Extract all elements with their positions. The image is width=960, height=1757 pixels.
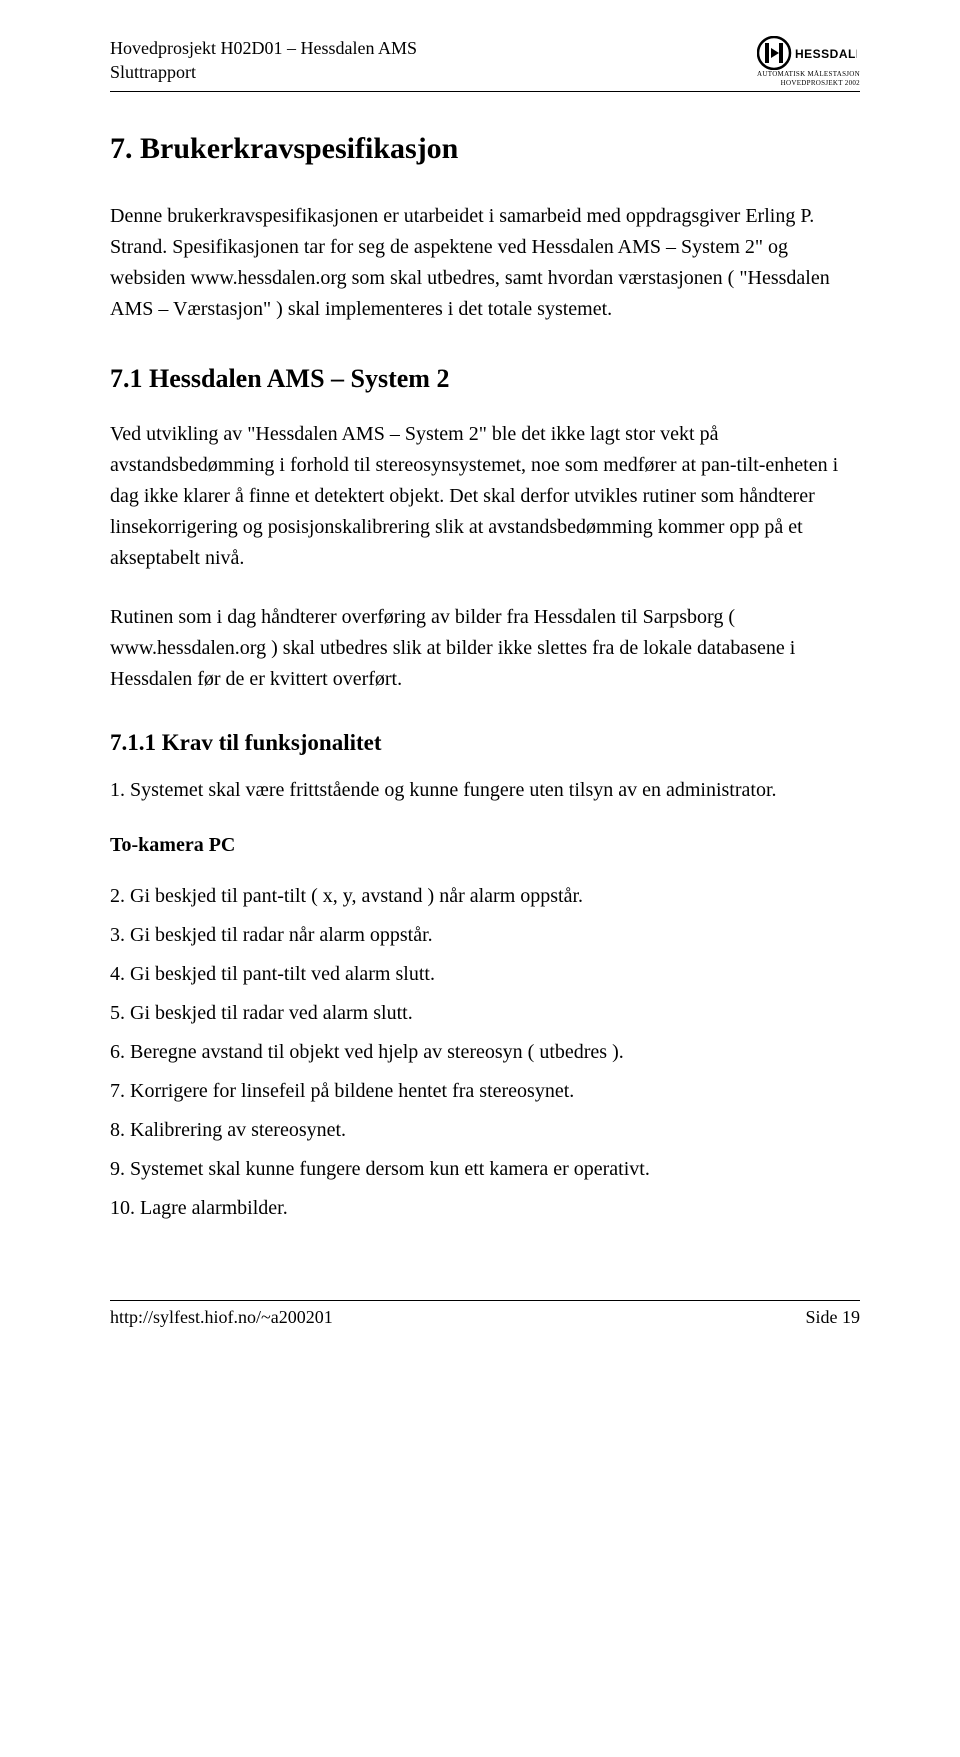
requirements-list-1: 1. Systemet skal være frittstående og ku… bbox=[110, 775, 860, 806]
logo-subtitle-1: AUTOMATISK MÅLESTASJON bbox=[757, 71, 860, 79]
heading-chapter: 7. Brukerkravspesifikasjon bbox=[110, 126, 860, 173]
header-text: Hovedprosjekt H02D01 – Hessdalen AMS Slu… bbox=[110, 36, 417, 85]
page-header: Hovedprosjekt H02D01 – Hessdalen AMS Slu… bbox=[110, 36, 860, 92]
paragraph-7-1-a: Ved utvikling av "Hessdalen AMS – System… bbox=[110, 419, 860, 574]
list-item: 1. Systemet skal være frittstående og ku… bbox=[110, 775, 860, 806]
hessdalen-logo-icon: HESSDALEN bbox=[757, 36, 857, 70]
paragraph-7-1-b: Rutinen som i dag håndterer overføring a… bbox=[110, 602, 860, 695]
requirements-list-2: 2. Gi beskjed til pant-tilt ( x, y, avst… bbox=[110, 881, 860, 1224]
list-item: 6. Beregne avstand til objekt ved hjelp … bbox=[110, 1037, 860, 1068]
intro-paragraph: Denne brukerkravspesifikasjonen er utarb… bbox=[110, 201, 860, 325]
list-item: 5. Gi beskjed til radar ved alarm slutt. bbox=[110, 998, 860, 1029]
page-footer: http://sylfest.hiof.no/~a200201 Side 19 bbox=[110, 1300, 860, 1332]
list-item: 7. Korrigere for linsefeil på bildene he… bbox=[110, 1076, 860, 1107]
logo-subtitle-2: HOVEDPROSJEKT 2002 bbox=[757, 80, 860, 88]
report-subtitle: Sluttrapport bbox=[110, 60, 417, 84]
section-label-to-kamera: To-kamera PC bbox=[110, 830, 860, 861]
project-line: Hovedprosjekt H02D01 – Hessdalen AMS bbox=[110, 36, 417, 60]
list-item: 4. Gi beskjed til pant-tilt ved alarm sl… bbox=[110, 959, 860, 990]
heading-section-7-1: 7.1 Hessdalen AMS – System 2 bbox=[110, 359, 860, 399]
list-item: 8. Kalibrering av stereosynet. bbox=[110, 1115, 860, 1146]
logo-block: HESSDALEN AUTOMATISK MÅLESTASJON HOVEDPR… bbox=[757, 36, 860, 87]
footer-url: http://sylfest.hiof.no/~a200201 bbox=[110, 1304, 333, 1332]
svg-text:HESSDALEN: HESSDALEN bbox=[795, 47, 857, 61]
heading-subsection-7-1-1: 7.1.1 Krav til funksjonalitet bbox=[110, 725, 860, 761]
list-item: 2. Gi beskjed til pant-tilt ( x, y, avst… bbox=[110, 881, 860, 912]
list-item: 9. Systemet skal kunne fungere dersom ku… bbox=[110, 1154, 860, 1185]
list-item: 3. Gi beskjed til radar når alarm oppstå… bbox=[110, 920, 860, 951]
list-item: 10. Lagre alarmbilder. bbox=[110, 1193, 860, 1224]
footer-page-number: Side 19 bbox=[805, 1304, 860, 1332]
